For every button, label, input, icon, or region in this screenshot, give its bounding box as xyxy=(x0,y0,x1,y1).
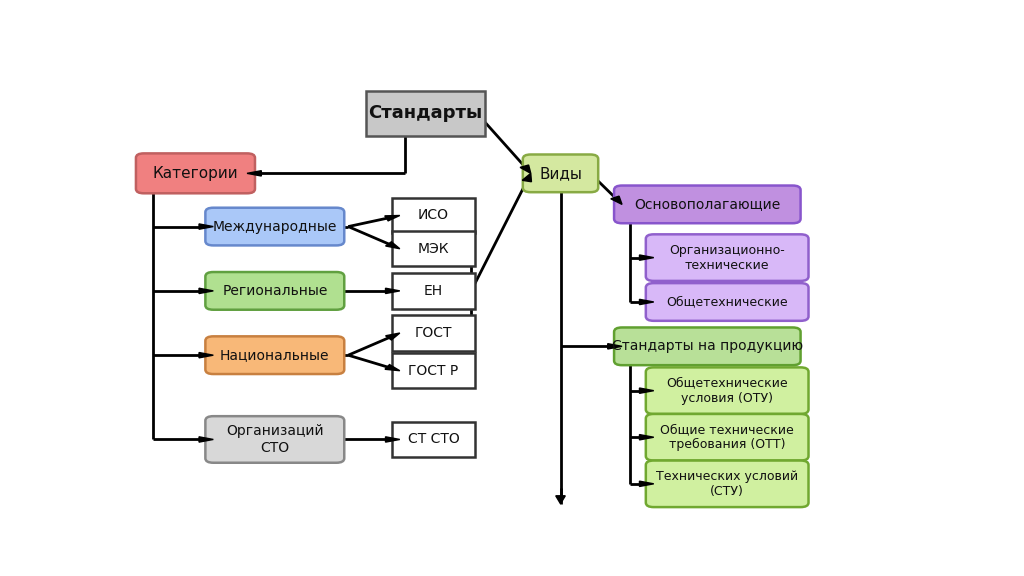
FancyBboxPatch shape xyxy=(646,367,809,414)
Polygon shape xyxy=(639,434,653,440)
Polygon shape xyxy=(385,288,399,294)
Polygon shape xyxy=(639,255,653,260)
Text: Виды: Виды xyxy=(539,166,582,181)
Text: Основополагающие: Основополагающие xyxy=(634,198,780,211)
Text: Национальные: Национальные xyxy=(220,348,330,362)
Text: Стандарты на продукцию: Стандарты на продукцию xyxy=(611,339,803,353)
FancyBboxPatch shape xyxy=(614,185,801,223)
Text: Технических условий
(СТУ): Технических условий (СТУ) xyxy=(656,470,799,498)
Text: Общетехнические
условия (ОТУ): Общетехнические условия (ОТУ) xyxy=(667,377,788,405)
FancyBboxPatch shape xyxy=(392,273,475,309)
Polygon shape xyxy=(386,242,399,249)
FancyBboxPatch shape xyxy=(136,153,255,194)
FancyBboxPatch shape xyxy=(392,231,475,267)
Polygon shape xyxy=(639,388,653,393)
FancyBboxPatch shape xyxy=(646,461,809,507)
Polygon shape xyxy=(522,173,531,182)
Polygon shape xyxy=(386,333,399,340)
Text: ГОСТ Р: ГОСТ Р xyxy=(409,363,459,378)
Polygon shape xyxy=(385,365,399,371)
Polygon shape xyxy=(385,437,399,442)
Text: Организаций
СТО: Организаций СТО xyxy=(226,425,324,454)
FancyBboxPatch shape xyxy=(646,414,809,461)
FancyBboxPatch shape xyxy=(523,154,598,192)
Text: Международные: Международные xyxy=(213,219,337,234)
Polygon shape xyxy=(199,288,213,294)
FancyBboxPatch shape xyxy=(646,283,809,321)
FancyBboxPatch shape xyxy=(614,328,801,365)
Text: Общетехнические: Общетехнические xyxy=(667,295,788,309)
Polygon shape xyxy=(199,224,213,229)
Text: Организационно-
технические: Организационно- технические xyxy=(670,244,785,272)
Text: СТ СТО: СТ СТО xyxy=(408,433,460,446)
Text: ГОСТ: ГОСТ xyxy=(415,326,453,340)
Text: ЕН: ЕН xyxy=(424,284,443,298)
Polygon shape xyxy=(247,170,261,176)
FancyBboxPatch shape xyxy=(392,198,475,233)
Polygon shape xyxy=(607,344,622,349)
Polygon shape xyxy=(385,215,399,221)
FancyBboxPatch shape xyxy=(206,272,344,310)
FancyBboxPatch shape xyxy=(392,353,475,388)
Polygon shape xyxy=(639,300,653,305)
FancyBboxPatch shape xyxy=(392,315,475,351)
Polygon shape xyxy=(199,437,213,442)
Polygon shape xyxy=(556,496,565,504)
Polygon shape xyxy=(610,196,622,204)
FancyBboxPatch shape xyxy=(392,422,475,457)
Text: Категории: Категории xyxy=(153,166,239,181)
Polygon shape xyxy=(520,165,530,173)
Polygon shape xyxy=(199,353,213,358)
FancyBboxPatch shape xyxy=(206,208,344,245)
FancyBboxPatch shape xyxy=(206,416,344,463)
Text: МЭК: МЭК xyxy=(418,242,450,256)
FancyBboxPatch shape xyxy=(646,234,809,281)
Text: Региональные: Региональные xyxy=(222,284,328,298)
FancyBboxPatch shape xyxy=(367,92,485,136)
Text: Стандарты: Стандарты xyxy=(369,104,482,123)
FancyBboxPatch shape xyxy=(206,336,344,374)
Text: ИСО: ИСО xyxy=(418,209,450,222)
Polygon shape xyxy=(639,481,653,487)
Text: Общие технические
требования (ОТТ): Общие технические требования (ОТТ) xyxy=(660,423,794,451)
